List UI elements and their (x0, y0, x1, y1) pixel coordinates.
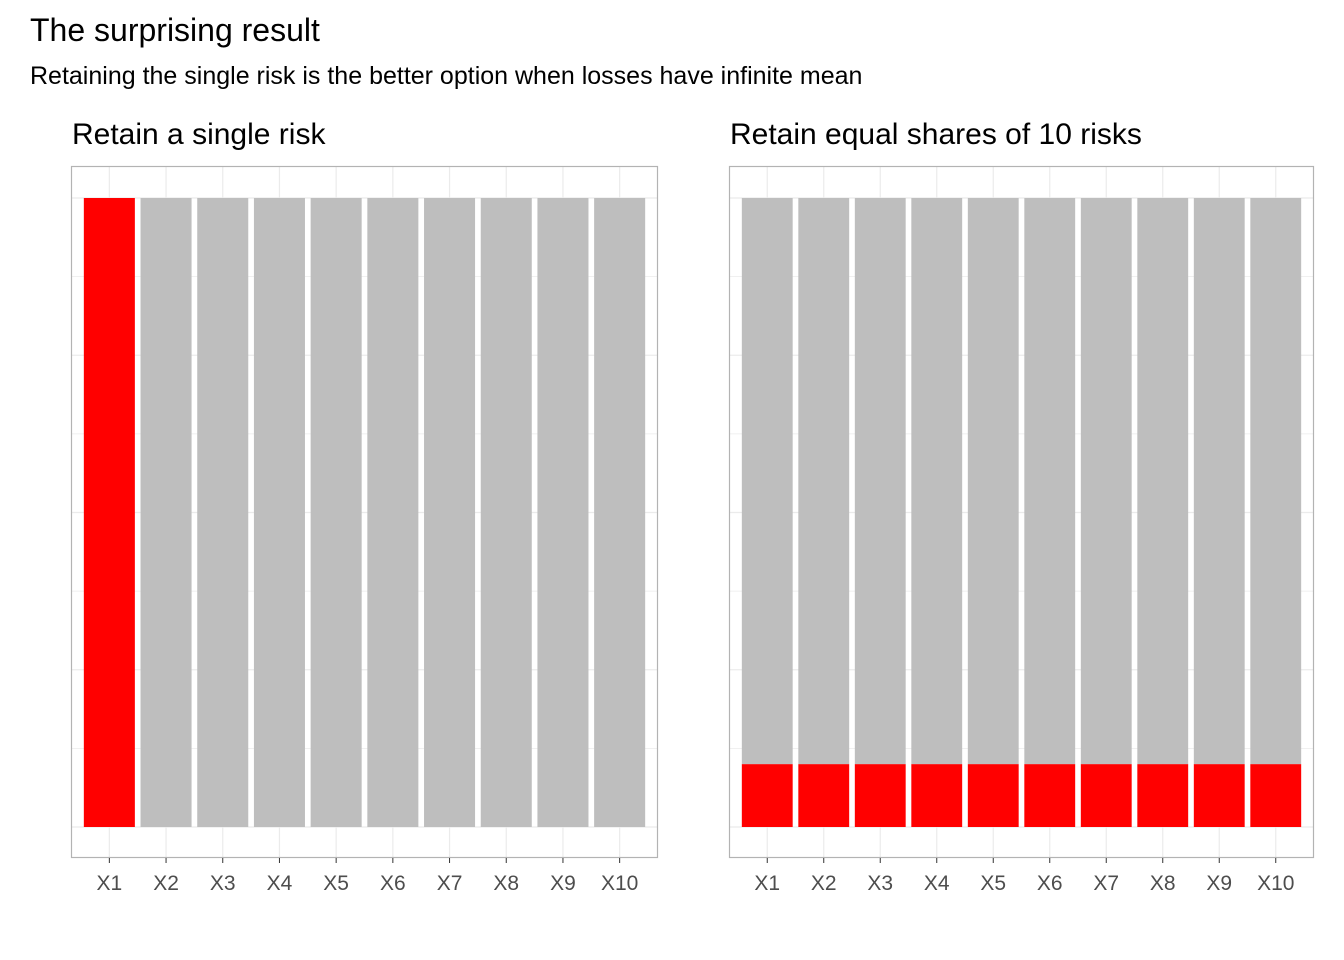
bar-X3-series-2 (197, 198, 249, 827)
x-tick-label-X10: X10 (1257, 872, 1294, 895)
x-tick-label-X5: X5 (323, 872, 349, 895)
bars (741, 198, 1302, 827)
bar-X3-series-2 (854, 198, 906, 765)
bar-X2-series-1 (798, 764, 850, 827)
x-tick-label-X1: X1 (754, 872, 780, 895)
bar-X4-series-1 (911, 764, 963, 827)
bar-X8-series-2 (480, 198, 532, 827)
chart-panel-single-risk: X1 X2 X3 X4 X5 X6 X7 X8 X9 X10 (70, 165, 659, 895)
x-tick-label-X3: X3 (210, 872, 236, 895)
panel-border (728, 165, 1315, 859)
bar-X7-series-2 (424, 198, 476, 827)
x-tick-label-X2: X2 (153, 872, 179, 895)
bar-X10-series-1 (1250, 764, 1302, 827)
bar-X2-series-2 (140, 198, 192, 827)
x-tick-label-X7: X7 (1093, 872, 1119, 895)
chart-panel-equal-shares: X1 X2 X3 X4 X5 X6 X7 X8 X9 X10 (728, 165, 1315, 895)
x-tick-label-X8: X8 (493, 872, 519, 895)
panel-border (70, 165, 659, 859)
x-tick-label-X6: X6 (380, 872, 406, 895)
x-tick-label-X9: X9 (550, 872, 576, 895)
bar-X6-series-1 (1024, 764, 1076, 827)
bar-X1-series-1 (83, 198, 135, 827)
bar-X8-series-1 (1137, 764, 1189, 827)
panel-title-equal-shares: Retain equal shares of 10 risks (730, 118, 1142, 151)
chart-title: The surprising result (30, 12, 320, 48)
x-tick-label-X4: X4 (924, 872, 950, 895)
bar-X5-series-1 (967, 764, 1019, 827)
x-tick-labels: X1 X2 X3 X4 X5 X6 X7 X8 X9 X10 (754, 858, 1294, 895)
bar-X1-series-1 (741, 764, 793, 827)
bar-X6-series-2 (367, 198, 419, 827)
chart-subtitle: Retaining the single risk is the better … (30, 62, 863, 90)
x-tick-labels: X1 X2 X3 X4 X5 X6 X7 X8 X9 X10 (97, 858, 638, 895)
x-tick-label-X7: X7 (437, 872, 463, 895)
x-tick-label-X4: X4 (267, 872, 293, 895)
x-tick-label-X9: X9 (1206, 872, 1232, 895)
bar-X6-series-2 (1024, 198, 1076, 765)
bar-X3-series-1 (854, 764, 906, 827)
bar-X7-series-2 (1080, 198, 1132, 765)
x-tick-label-X10: X10 (601, 872, 638, 895)
x-tick-label-X3: X3 (867, 872, 893, 895)
bar-X10-series-2 (1250, 198, 1302, 765)
panel-title-single-risk: Retain a single risk (72, 118, 326, 151)
bar-X2-series-2 (798, 198, 850, 765)
x-tick-label-X6: X6 (1037, 872, 1063, 895)
bar-X9-series-2 (537, 198, 589, 827)
bar-X5-series-2 (310, 198, 362, 827)
x-tick-label-X5: X5 (980, 872, 1006, 895)
x-tick-label-X8: X8 (1150, 872, 1176, 895)
bar-X9-series-1 (1193, 764, 1245, 827)
x-tick-label-X2: X2 (811, 872, 837, 895)
bar-X7-series-1 (1080, 764, 1132, 827)
bar-X4-series-2 (253, 198, 305, 827)
bar-X4-series-2 (911, 198, 963, 765)
bar-X5-series-2 (967, 198, 1019, 765)
bar-X1-series-2 (741, 198, 793, 765)
bars (83, 198, 646, 827)
bar-X9-series-2 (1193, 198, 1245, 765)
bar-X10-series-2 (594, 198, 646, 827)
x-tick-label-X1: X1 (97, 872, 123, 895)
bar-X8-series-2 (1137, 198, 1189, 765)
